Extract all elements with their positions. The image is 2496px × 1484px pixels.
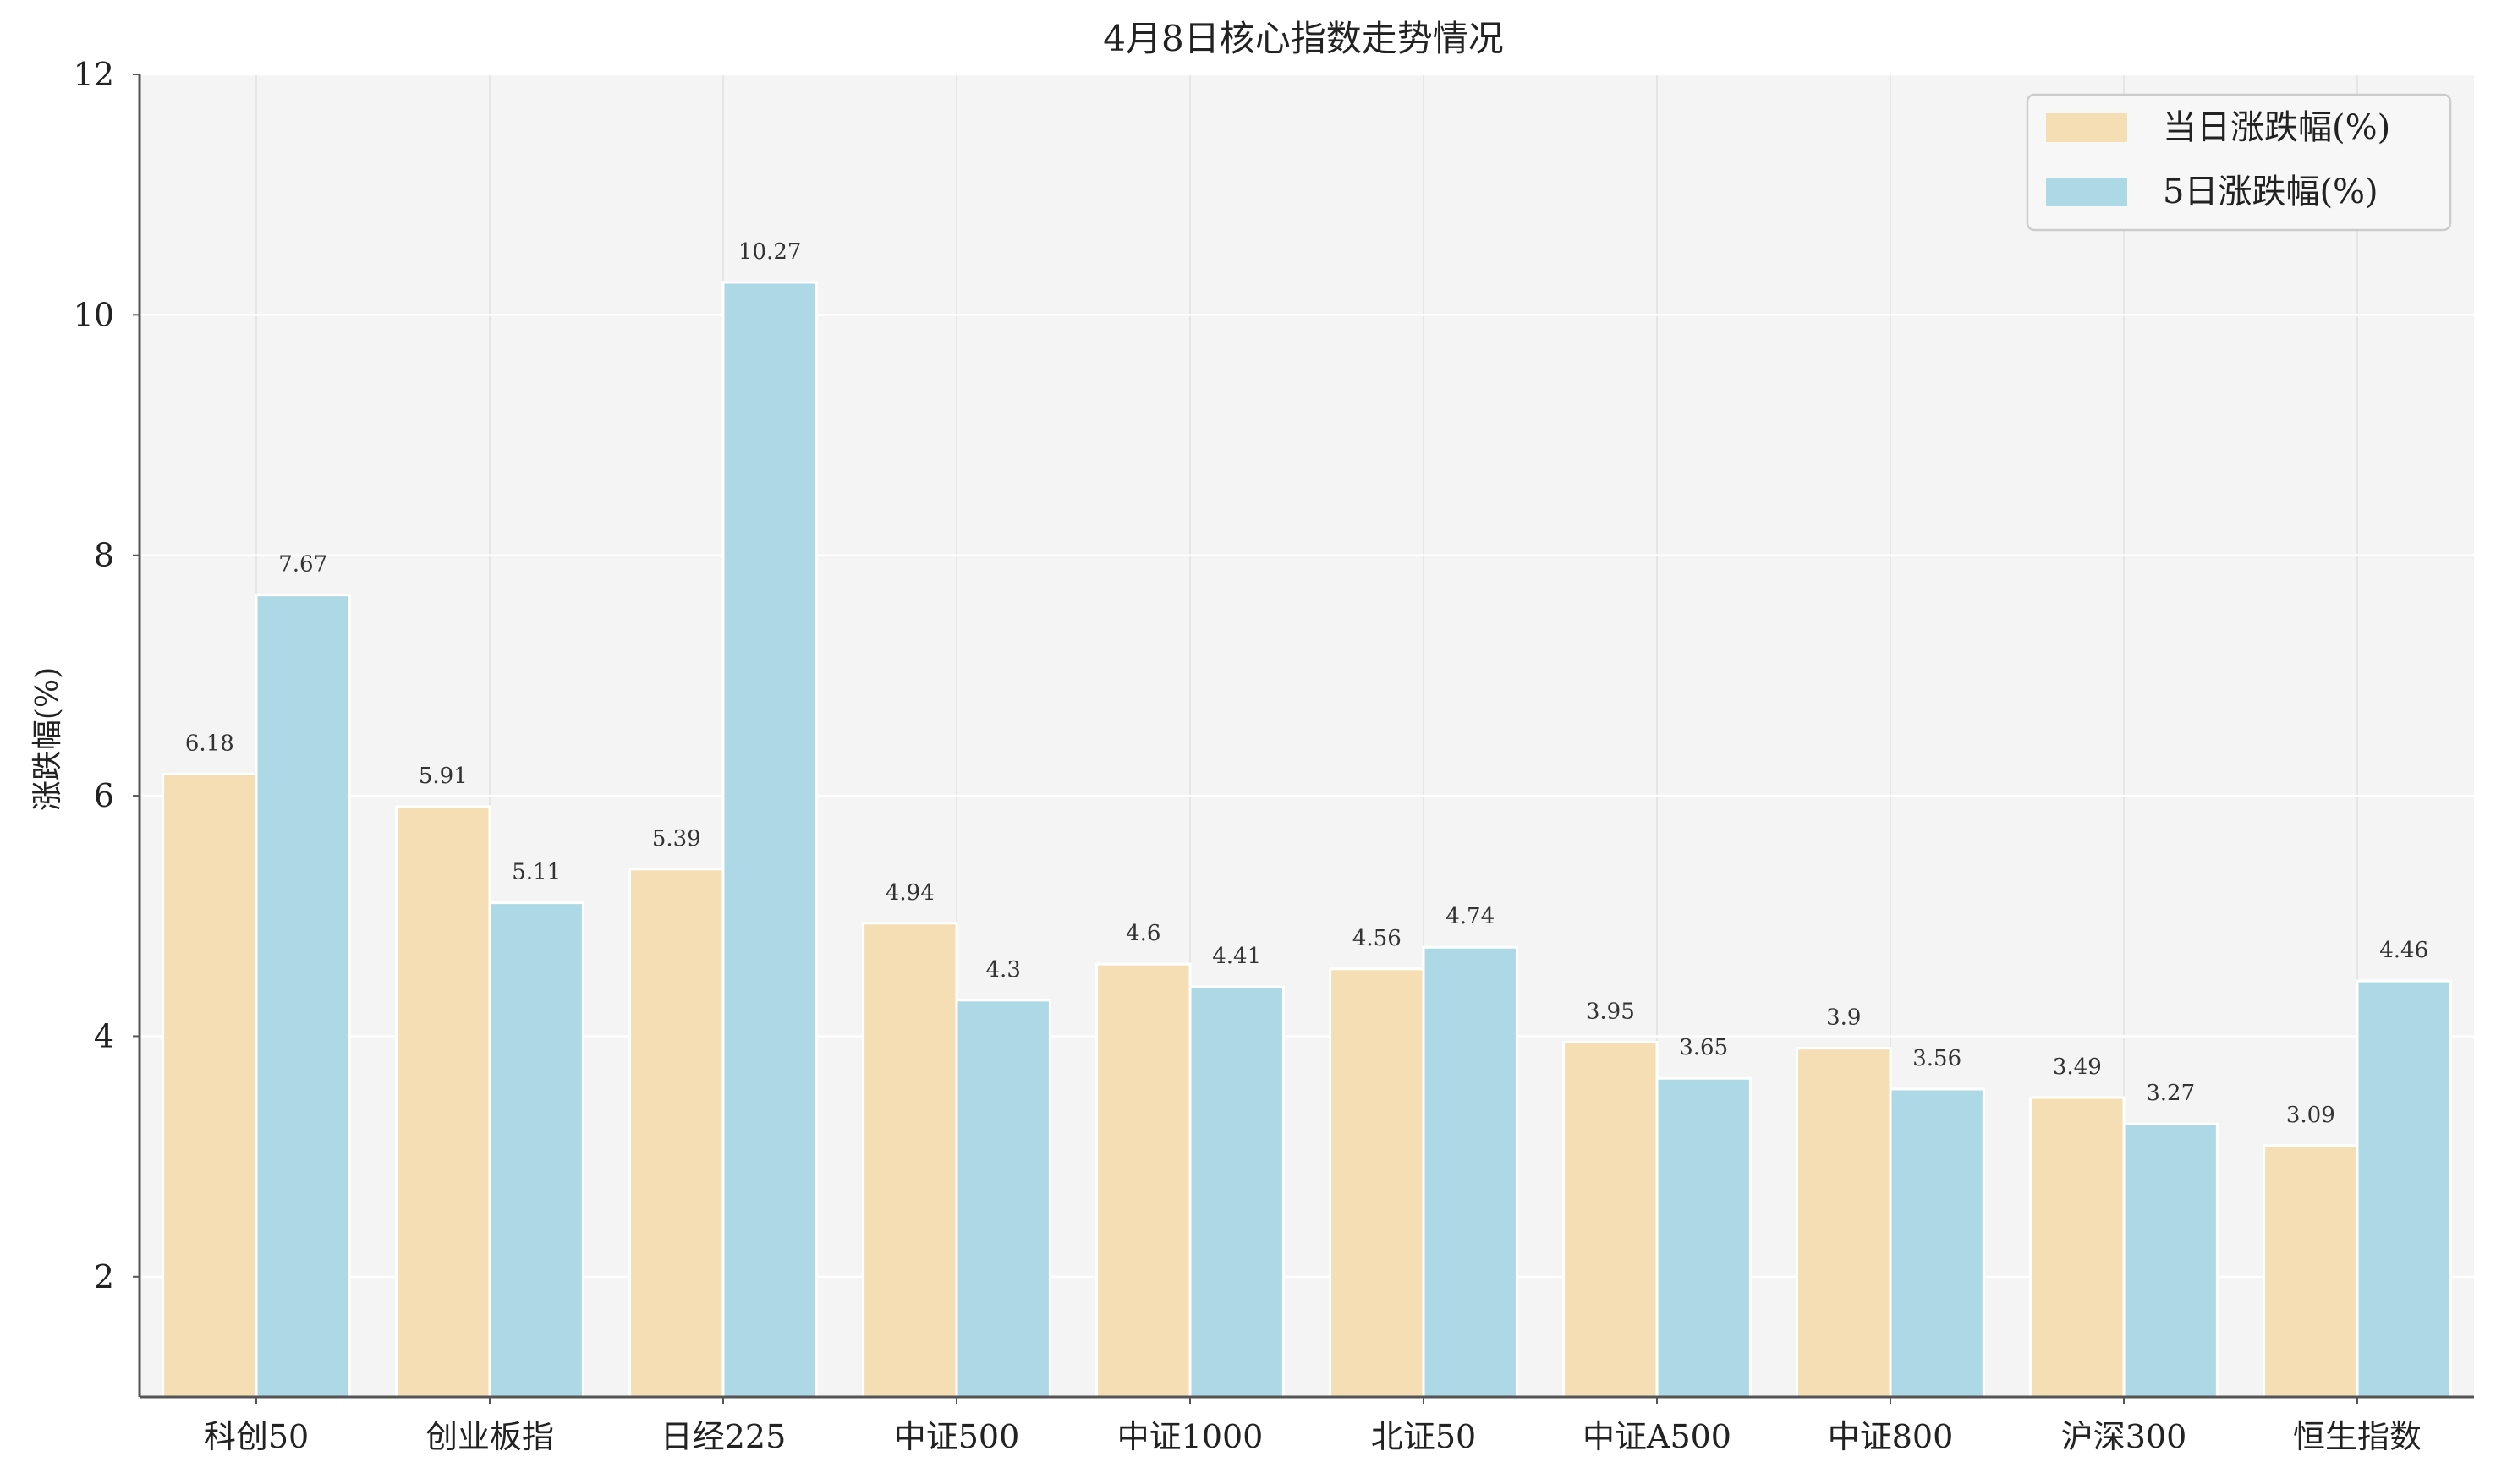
data-label: 4.41 — [1212, 944, 1261, 969]
y-axis-label: 涨跌幅(%) — [30, 667, 65, 811]
y-tick-label: 12 — [74, 56, 114, 93]
bar — [1188, 985, 1285, 1399]
legend: 当日涨跌幅(%) 5日涨跌幅(%) — [2026, 93, 2452, 232]
bar — [1796, 1047, 1892, 1399]
chart-title: 4月8日核心指数走势情况 — [1103, 18, 1503, 59]
y-tick-label: 4 — [94, 1017, 114, 1054]
data-label: 4.46 — [2379, 938, 2428, 963]
bar — [721, 281, 818, 1399]
bar — [2356, 979, 2452, 1399]
data-label: 3.27 — [2146, 1081, 2195, 1106]
data-label: 3.95 — [1586, 999, 1635, 1025]
legend-box — [2026, 93, 2452, 232]
data-label: 5.91 — [419, 764, 468, 789]
bar — [1889, 1087, 1985, 1399]
data-label: 3.49 — [2053, 1054, 2102, 1080]
y-tick-label: 6 — [94, 777, 114, 814]
data-label: 3.65 — [1679, 1035, 1728, 1060]
y-tick-label: 2 — [94, 1258, 114, 1295]
bars: 6.18 5.91 5.39 4.94 4.6 4.56 3.95 3.9 3.49 3.09 7.… — [162, 239, 2452, 1399]
x-tick-label: 沪深300 — [2061, 1418, 2187, 1455]
data-label: 3.9 — [1826, 1005, 1861, 1031]
bar — [162, 772, 258, 1399]
axes: 2 4 6 8 10 12 科创50 创业板指 日经225 中证500 中证1000 北证50 中证A5… — [74, 56, 2474, 1455]
legend-label: 当日涨跌幅(%) — [2163, 108, 2390, 147]
data-label: 4.6 — [1126, 921, 1160, 946]
data-label: 7.67 — [278, 552, 327, 578]
bar — [2263, 1144, 2359, 1399]
x-tick-label: 恒生指数 — [2293, 1418, 2422, 1455]
bar — [955, 999, 1051, 1399]
bar — [488, 901, 584, 1399]
bar — [2122, 1122, 2219, 1399]
bar — [1422, 945, 1518, 1399]
x-tick-label: 科创50 — [204, 1418, 309, 1455]
legend-label: 5日涨跌幅(%) — [2163, 172, 2378, 211]
bar — [255, 594, 351, 1399]
data-label: 5.11 — [512, 860, 561, 885]
data-label: 4.74 — [1445, 904, 1495, 929]
legend-swatch — [2046, 113, 2127, 142]
data-label: 10.27 — [738, 239, 801, 265]
data-label: 4.3 — [986, 957, 1021, 983]
x-tick-label: 中证800 — [1828, 1418, 1954, 1455]
bar — [1329, 967, 1425, 1399]
x-tick-label: 创业板指 — [425, 1418, 554, 1455]
y-tick-label: 8 — [94, 537, 114, 574]
x-tick-label: 中证A500 — [1583, 1418, 1731, 1455]
data-label: 3.56 — [1912, 1046, 1961, 1071]
data-label: 4.94 — [886, 880, 935, 906]
data-label: 6.18 — [185, 731, 234, 756]
bar — [395, 805, 491, 1399]
data-label: 5.39 — [652, 826, 701, 852]
x-tick-label: 中证500 — [894, 1418, 1020, 1455]
legend-swatch — [2046, 178, 2127, 206]
bar — [862, 922, 958, 1399]
bar — [628, 868, 725, 1399]
bar — [2029, 1096, 2126, 1399]
x-tick-label: 中证1000 — [1117, 1418, 1264, 1455]
x-tick-label: 北证50 — [1371, 1418, 1476, 1455]
bar — [1095, 962, 1192, 1399]
data-label: 3.09 — [2286, 1103, 2335, 1128]
data-label: 4.56 — [1352, 926, 1402, 951]
y-tick-label: 10 — [74, 296, 114, 333]
bar — [1562, 1041, 1659, 1399]
x-tick-label: 日经225 — [661, 1418, 787, 1455]
bar — [1655, 1076, 1752, 1399]
